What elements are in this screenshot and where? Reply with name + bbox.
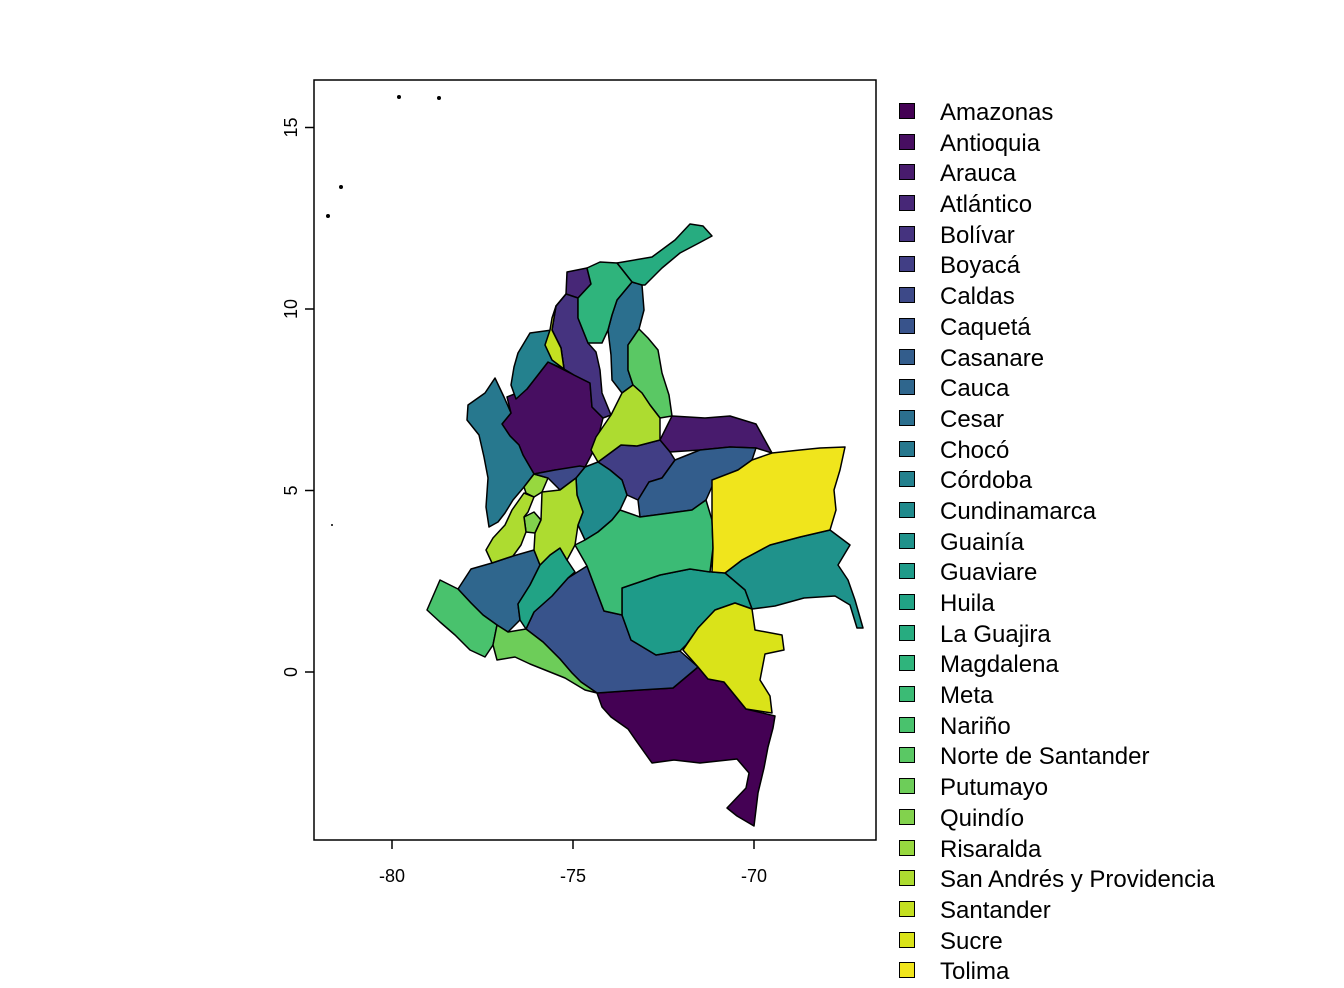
legend-swatch: [899, 962, 915, 979]
legend-label: Santander: [940, 896, 1051, 924]
legend-swatch: [899, 440, 915, 457]
tick-labels: -80 -75 -70 0 5 10 15: [281, 117, 767, 886]
legend-swatch: [899, 931, 915, 948]
region-putumayo: [492, 624, 598, 694]
legend-swatch: [899, 287, 915, 304]
map-figure: -80 -75 -70 0 5 10 15: [281, 79, 877, 886]
legend-label: Cundinamarca: [940, 497, 1097, 525]
legend-label: Risaralda: [940, 835, 1042, 863]
legend-swatch: [899, 778, 915, 795]
legend-swatch: [899, 103, 915, 119]
islands: [326, 95, 441, 526]
legend-label: Putumayo: [940, 774, 1049, 802]
island-serrana: [339, 185, 343, 189]
legend-swatch: [899, 348, 915, 365]
legend-label: Córdoba: [940, 467, 1033, 495]
legend-label: San Andrés y Providencia: [940, 866, 1215, 894]
legend-swatch: [899, 501, 915, 518]
legend-swatch: [899, 379, 915, 396]
legend-swatch: [899, 624, 915, 641]
region-vichada: [711, 446, 846, 574]
x-tick-label: -70: [741, 866, 767, 886]
legend-label: Magdalena: [940, 651, 1059, 679]
legend-label: Caldas: [940, 283, 1015, 311]
legend-swatch: [899, 655, 915, 672]
legend-label: Chocó: [940, 436, 1010, 464]
legend-label: Casanare: [940, 344, 1045, 372]
legend-label: Amazonas: [940, 99, 1054, 126]
legend-swatch: [899, 532, 915, 549]
island-malpelo: [331, 524, 333, 526]
legend-label: Guaviare: [940, 559, 1038, 587]
axes: [305, 126, 755, 849]
legend-label: Meta: [940, 682, 994, 710]
x-tick-label: -80: [379, 866, 405, 886]
legend-label: Huila: [940, 590, 995, 617]
island-roncador: [437, 96, 441, 100]
x-tick-label: -75: [560, 866, 586, 886]
region-la-guajira: [616, 223, 713, 286]
legend-swatch: [899, 870, 915, 887]
region-tolima-2: [533, 477, 584, 566]
region-valle: [485, 492, 535, 564]
legend-swatch: [899, 808, 915, 825]
region-sucre: [544, 293, 567, 370]
island-san-andres: [326, 214, 330, 218]
legend-swatch: [899, 256, 915, 273]
y-tick-label: 10: [281, 299, 301, 319]
legend-swatch: [899, 409, 915, 426]
legend-label: Atlántico: [940, 191, 1033, 219]
region-caldas: [533, 465, 586, 491]
legend-swatch: [899, 133, 915, 150]
plot-frame: [313, 79, 877, 841]
legend-swatch: [899, 317, 915, 334]
legend-label: La Guajira: [940, 620, 1051, 648]
legend-swatch: [899, 716, 915, 733]
region-santander: [590, 384, 661, 463]
region-magdalena: [577, 261, 633, 344]
legend-label: Norte de Santander: [940, 743, 1150, 771]
legend-swatch: [899, 225, 915, 242]
region-tolima: [682, 602, 785, 714]
legend-label: Nariño: [940, 712, 1011, 740]
legend-swatch: [899, 839, 915, 856]
legend-label: Cauca: [940, 375, 1010, 403]
legend-swatch: [899, 900, 915, 917]
legend-swatch: [899, 594, 915, 610]
y-tick-label: 15: [281, 117, 301, 137]
region-meta: [574, 499, 714, 616]
legend-swatch: [899, 164, 915, 181]
y-tick-label: 0: [281, 667, 301, 677]
legend-swatch: [899, 563, 915, 580]
legend-swatch: [899, 747, 915, 764]
legend-label: Bolívar: [940, 221, 1015, 249]
y-tick-label: 5: [281, 485, 301, 495]
legend-label: Cesar: [940, 405, 1005, 433]
legend-label: Guainía: [940, 528, 1025, 556]
legend-label: Tolima: [940, 958, 1010, 986]
legend-label: Boyacá: [940, 252, 1021, 280]
legend-label: Sucre: [940, 927, 1003, 955]
legend-label: Antioquia: [940, 129, 1041, 157]
legend-swatch: [899, 686, 915, 703]
legend-label: Quindío: [940, 804, 1025, 832]
legend-label: Arauca: [940, 160, 1017, 188]
legend-swatch: [899, 195, 915, 212]
legend-label: Caquetá: [940, 313, 1031, 341]
island-providencia: [397, 95, 401, 99]
department-polygons: [426, 223, 864, 827]
legend-swatch: [899, 471, 915, 488]
